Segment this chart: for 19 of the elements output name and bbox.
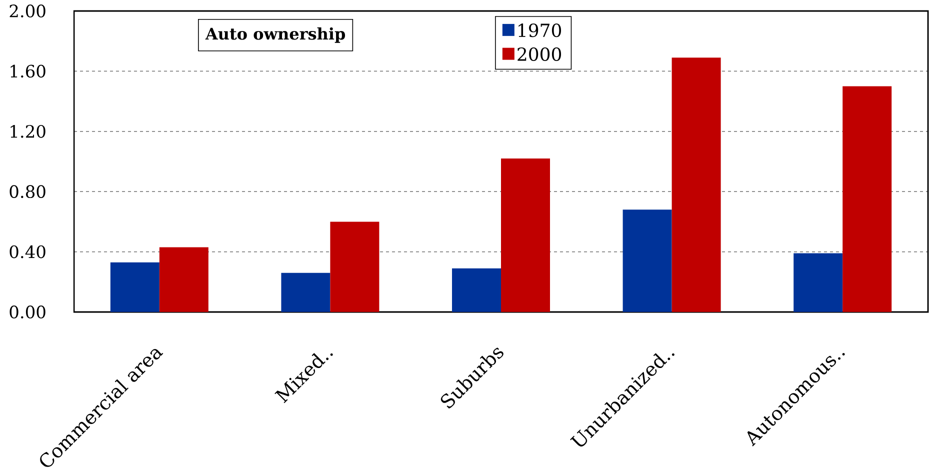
y-tick-label: 0.40 <box>10 245 46 258</box>
bar <box>501 158 550 312</box>
bar <box>794 253 843 312</box>
legend-label: 1970 <box>518 24 562 38</box>
bar <box>842 86 892 312</box>
bar <box>330 222 380 312</box>
bar <box>622 210 672 312</box>
y-tick-label: 2.00 <box>10 4 46 18</box>
y-tick-label: 0.00 <box>10 306 46 318</box>
y-tick-label: 1.20 <box>10 124 46 138</box>
bar <box>110 262 160 312</box>
text: Auto ownership <box>205 27 346 43</box>
bar <box>672 58 721 312</box>
bar <box>159 247 208 312</box>
legend-label: 2000 <box>518 47 562 61</box>
bar <box>452 268 502 312</box>
y-tick-label: 1.60 <box>10 64 46 78</box>
bar <box>281 272 330 312</box>
y-tick-label: 0.80 <box>10 185 46 198</box>
